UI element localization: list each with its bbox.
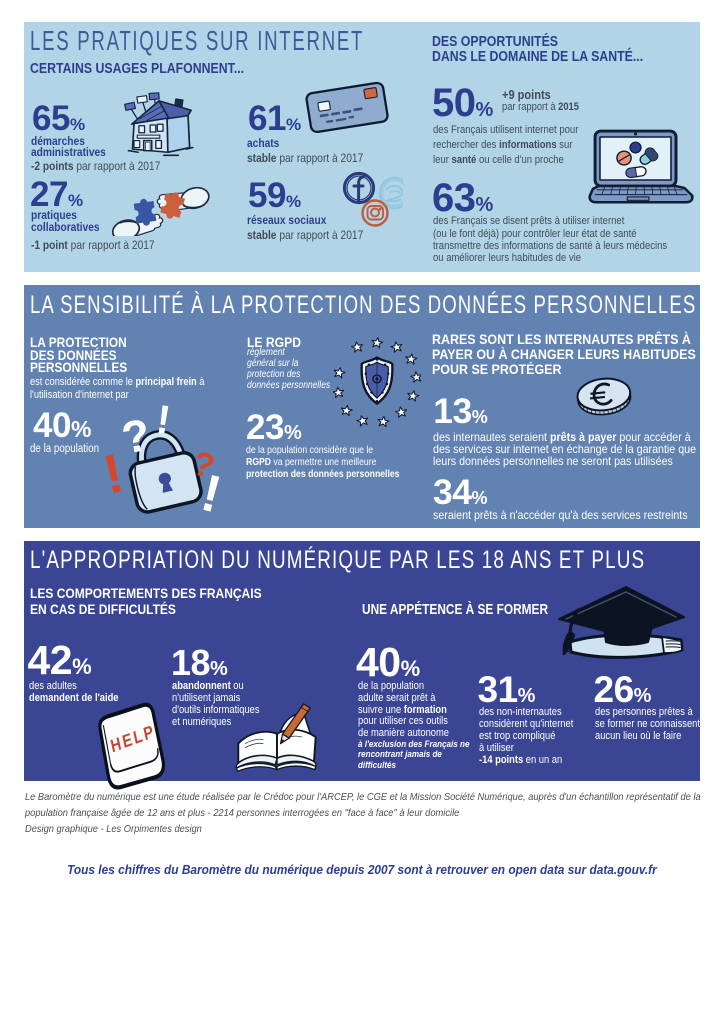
svg-text:!: ! [154, 397, 173, 442]
svg-text:?: ? [118, 409, 154, 464]
